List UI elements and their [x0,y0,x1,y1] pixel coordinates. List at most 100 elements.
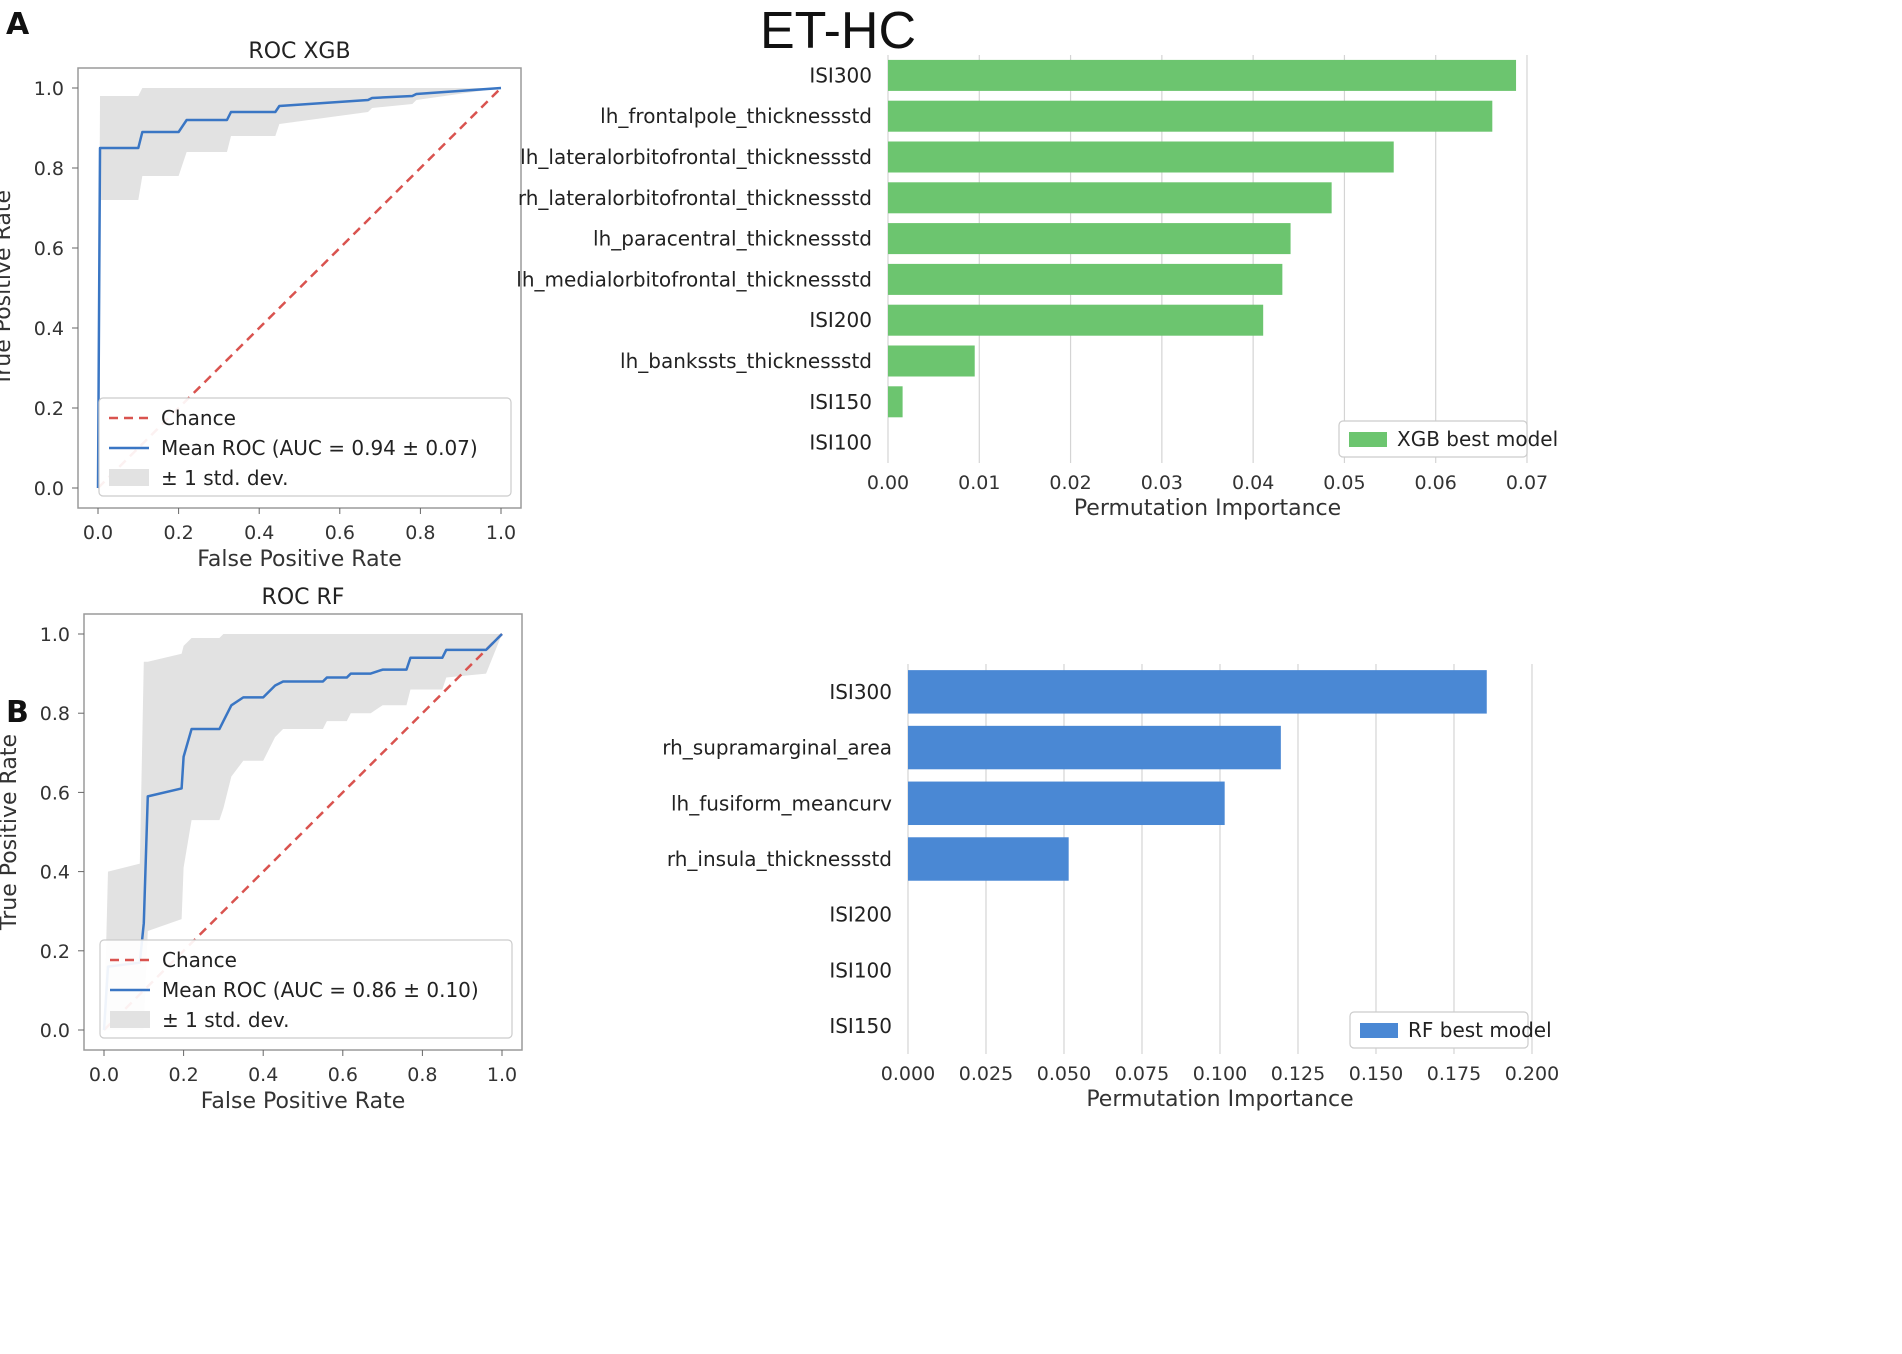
legend-entry: Chance [162,948,237,972]
category-label: ISI100 [829,958,892,982]
y-tick-label: 0.2 [34,398,64,420]
x-tick-label: 0.025 [959,1063,1013,1085]
bar-isi300 [908,670,1487,714]
mean-roc-line [102,633,503,1031]
bar-isi150 [888,386,903,418]
roc-rf-chart: 0.0 0.2 0.4 0.6 0.8 1.0 0.0 0.2 0.4 0.6 0.8 1.0 ROC … [0,585,523,1114]
x-tick-label: 1.0 [487,1064,517,1086]
category-label: ISI300 [829,680,892,704]
y-tick-label: 0.2 [40,941,70,963]
x-tick-label: 0.06 [1415,472,1457,494]
bar-lh-medialorbitofrontal-thicknessstd [888,263,1283,295]
y-axis-label: True Positive Rate [0,734,22,931]
x-tick-label: 0.04 [1232,472,1274,494]
x-tick-label: 0.8 [405,522,435,544]
x-tick-label: 0.4 [248,1064,278,1086]
category-label: ISI150 [829,1014,892,1038]
x-tick-label: 0.6 [325,522,355,544]
legend-box [1338,420,1528,458]
legend-entry: ± 1 std. dev. [161,466,289,490]
panel-label-b: B [6,695,29,730]
x-tick-label: 0.200 [1505,1063,1559,1085]
category-label: ISI150 [809,390,872,414]
legend-entry: XGB best model [1397,427,1558,451]
std-dev-band [98,88,501,488]
perm-xgb-chart: 0.00 0.01 0.02 0.03 0.04 0.05 0.06 0.07 ISI300 lh… [516,55,1558,521]
legend-swatch [1349,432,1387,447]
legend-entry: Mean ROC (AUC = 0.94 ± 0.07) [161,436,478,460]
category-label: ISI300 [809,63,872,87]
panel-label-a: A [6,7,30,42]
y-tick-label: 0.6 [40,782,70,804]
bar-lh-paracentral-thicknessstd [888,223,1291,255]
x-axis-label: False Positive Rate [201,1089,405,1114]
x-tick-label: 0.175 [1427,1063,1481,1085]
x-tick-label: 0.03 [1141,472,1183,494]
x-tick-label: 0.0 [83,522,113,544]
roc-xgb-chart: 0.0 0.2 0.4 0.6 0.8 1.0 0.0 0.2 0.4 0.6 0.8 1.0 ROC … [0,39,522,572]
x-tick-label: 0.000 [881,1063,935,1085]
legend-entry: Mean ROC (AUC = 0.86 ± 0.10) [162,978,479,1002]
legend-box [1349,1011,1529,1049]
legend-entry: ± 1 std. dev. [162,1008,290,1032]
roc-title: ROC RF [262,585,345,610]
x-tick-label: 0.2 [168,1064,198,1086]
mean-roc-line [96,86,502,489]
bar-lh-frontalpole-thicknessstd [888,100,1493,132]
category-label: ISI200 [809,308,872,332]
x-tick-label: 0.100 [1193,1063,1247,1085]
bar-lh-bankssts-thicknessstd [888,345,975,377]
x-tick-label: 0.07 [1506,472,1548,494]
legend-band-swatch [110,1011,150,1028]
category-label: rh_supramarginal_area [662,736,892,760]
category-label: ISI100 [809,431,872,455]
roc-title: ROC XGB [248,39,350,64]
x-tick-label: 0.075 [1115,1063,1169,1085]
bar-lh-fusiform-meancurv [908,781,1225,826]
y-tick-label: 0.4 [40,862,70,884]
legend-box [98,397,512,497]
x-tick-label: 0.6 [328,1064,358,1086]
perm-rf-chart: 0.000 0.025 0.050 0.075 0.100 0.125 0.150 0.175… [662,664,1559,1112]
x-tick-label: 0.8 [407,1064,437,1086]
x-tick-label: 0.125 [1271,1063,1325,1085]
legend-band-swatch [109,469,149,486]
category-label: lh_bankssts_thicknessstd [620,349,872,373]
bar-isi200 [888,304,1264,336]
y-tick-label: 0.8 [34,158,64,180]
bar-rh-lateralorbitofrontal-thicknessstd [888,182,1332,214]
y-tick-label: 0.0 [34,478,64,500]
y-tick-label: 0.6 [34,238,64,260]
x-tick-label: 0.00 [867,472,909,494]
category-label: lh_lateralorbitofrontal_thicknessstd [520,145,872,169]
bar-rh-supramarginal-area [908,725,1281,770]
y-tick-label: 0.4 [34,318,64,340]
x-tick-label: 0.4 [244,522,274,544]
category-label: lh_fusiform_meancurv [671,791,892,815]
category-label: ISI200 [829,903,892,927]
category-label: lh_medialorbitofrontal_thicknessstd [516,267,872,291]
x-tick-label: 0.2 [163,522,193,544]
bar-isi300 [888,59,1517,91]
bar-rh-insula-thicknessstd [908,837,1069,881]
y-tick-label: 0.0 [40,1020,70,1042]
x-tick-label: 0.0 [89,1064,119,1086]
bar-lh-lateralorbitofrontal-thicknessstd [888,141,1394,173]
x-axis-label: Permutation Importance [1074,496,1341,521]
x-axis-label: Permutation Importance [1086,1087,1353,1112]
category-label: rh_insula_thicknessstd [667,847,892,871]
legend-swatch [1360,1023,1398,1038]
x-tick-label: 1.0 [486,522,516,544]
x-tick-label: 0.150 [1349,1063,1403,1085]
category-label: lh_paracentral_thicknessstd [593,227,872,251]
legend-entry: RF best model [1408,1018,1552,1042]
x-tick-label: 0.05 [1323,472,1365,494]
figure-suptitle: ET-HC [760,2,916,60]
legend-entry: Chance [161,406,236,430]
y-axis-label: True Positive Rate [0,190,16,387]
x-tick-label: 0.01 [958,472,1000,494]
x-axis-label: False Positive Rate [197,547,401,572]
y-tick-label: 0.8 [40,703,70,725]
x-tick-label: 0.050 [1037,1063,1091,1085]
